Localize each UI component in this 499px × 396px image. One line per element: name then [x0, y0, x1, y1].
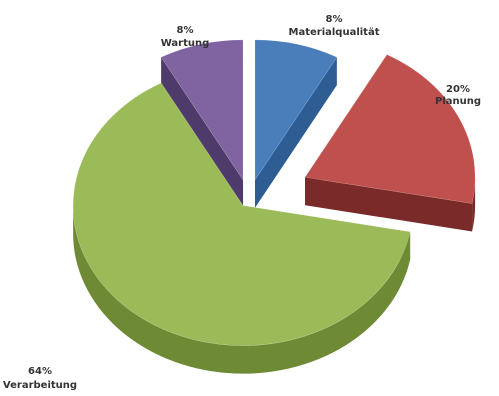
- pie-slice-top: [304, 54, 476, 204]
- pie-slice-face: [161, 57, 244, 208]
- pie-slice-top: [160, 39, 244, 181]
- pie-category-label: Materialqualität: [289, 27, 380, 38]
- pie-slice-side: [472, 177, 476, 232]
- pie-category-label: Planung: [435, 96, 481, 107]
- pie-slice-top: [72, 82, 411, 346]
- pie-slice-top: [254, 39, 338, 181]
- pie-slice-face: [305, 177, 473, 232]
- pie-slice-wartung: [160, 39, 244, 208]
- pie-slice-side: [73, 205, 411, 374]
- pie-percent-label: 20%: [446, 84, 470, 95]
- pie-category-label: Verarbeitung: [3, 380, 77, 391]
- pie-category-label: Wartung: [161, 38, 210, 49]
- pie-slice-materialqualit-t: [254, 39, 338, 208]
- pie-slice-verarbeitung: [72, 82, 411, 374]
- pie-percent-label: 64%: [28, 366, 52, 377]
- pie-slice-face: [254, 57, 337, 208]
- pie-slices-layer: [72, 39, 476, 374]
- pie-percent-label: 8%: [177, 25, 194, 36]
- pie-slice-planung: [304, 54, 476, 232]
- pie-labels-layer: 8% Materialqualität 20%Planung 64% Verarbeit…: [3, 14, 481, 391]
- pie-percent-label: 8%: [326, 14, 343, 25]
